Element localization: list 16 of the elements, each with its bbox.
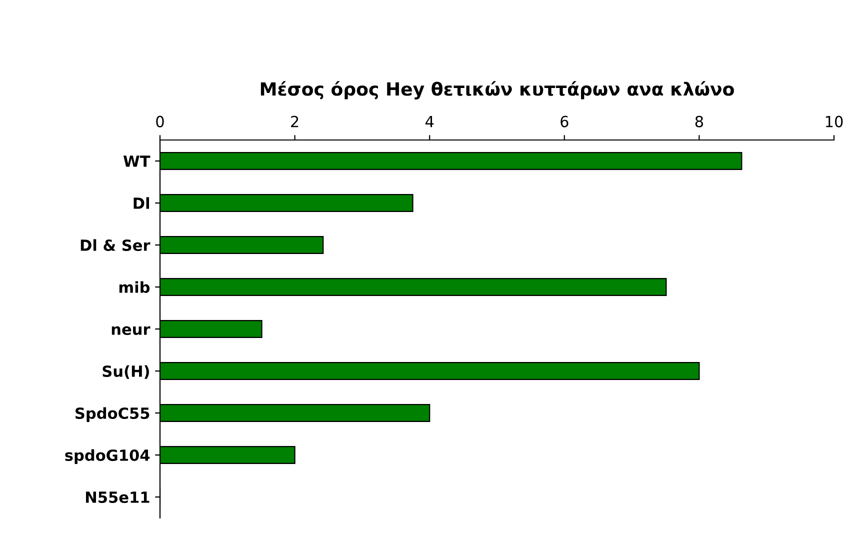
x-tick-label: 6 (560, 116, 568, 128)
y-tick-label: Su(H) (102, 365, 149, 379)
y-tick-label: neur (112, 326, 150, 336)
x-tick-label: 8 (695, 116, 704, 128)
x-tick-label: 10 (826, 116, 843, 128)
y-tick-label: WT (123, 156, 150, 167)
x-tick-label: 0 (156, 116, 164, 128)
y-tick-label: mib (119, 281, 150, 294)
x-tick-label: 4 (425, 116, 434, 128)
chart-title: Μέσος όρος Hey θετικών κυττάρων ανα κλώνο (260, 81, 734, 100)
y-tick-label: Dl (134, 197, 149, 209)
y-tick-label: N55e11 (86, 492, 150, 504)
y-tick-label: spdoG104 (65, 449, 150, 464)
x-tick-label: 2 (291, 116, 298, 128)
y-tick-label: SpdoC55 (76, 407, 150, 422)
y-tick-label: Dl & Ser (80, 239, 150, 252)
